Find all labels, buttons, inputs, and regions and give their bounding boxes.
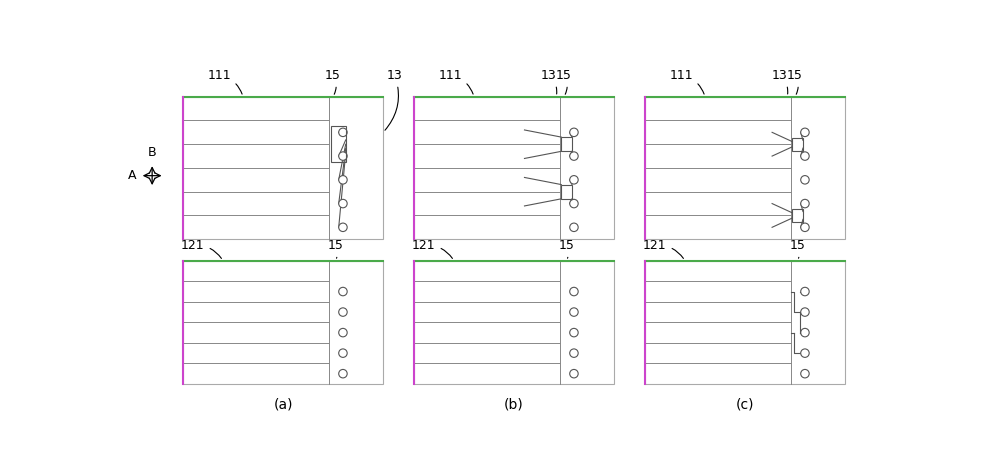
Text: 121: 121	[412, 239, 452, 259]
Text: (c): (c)	[736, 398, 754, 412]
Circle shape	[801, 199, 809, 208]
Circle shape	[339, 370, 347, 378]
Text: (b): (b)	[504, 398, 524, 412]
Circle shape	[570, 128, 578, 137]
Circle shape	[339, 128, 347, 137]
Bar	[414, 97, 614, 239]
Text: 15: 15	[325, 69, 341, 94]
Text: 111: 111	[207, 69, 242, 94]
Text: 15: 15	[558, 239, 574, 258]
Circle shape	[570, 199, 578, 208]
Bar	[645, 261, 845, 384]
Text: 13: 13	[385, 69, 403, 130]
Circle shape	[801, 288, 809, 296]
Circle shape	[339, 223, 347, 232]
Text: 15: 15	[789, 239, 805, 258]
Text: A: A	[127, 169, 136, 182]
Bar	[414, 261, 614, 384]
Bar	[183, 97, 383, 239]
Bar	[183, 261, 383, 384]
Bar	[792, 209, 803, 222]
Text: 111: 111	[438, 69, 473, 94]
Text: 111: 111	[669, 69, 704, 94]
Circle shape	[570, 349, 578, 357]
Circle shape	[570, 370, 578, 378]
Text: 13: 13	[541, 69, 557, 94]
Circle shape	[801, 223, 809, 232]
Circle shape	[570, 152, 578, 160]
Circle shape	[339, 288, 347, 296]
Circle shape	[339, 349, 347, 357]
Bar	[561, 185, 572, 199]
Circle shape	[801, 152, 809, 160]
Circle shape	[570, 308, 578, 316]
Bar	[792, 137, 803, 151]
Text: B: B	[148, 146, 156, 159]
Bar	[561, 137, 572, 151]
Circle shape	[801, 370, 809, 378]
Text: 121: 121	[181, 239, 221, 259]
Circle shape	[339, 176, 347, 184]
Text: 15: 15	[556, 69, 572, 94]
Text: (a): (a)	[273, 398, 293, 412]
Circle shape	[801, 349, 809, 357]
Text: 15: 15	[327, 239, 343, 258]
Circle shape	[570, 288, 578, 296]
Circle shape	[801, 176, 809, 184]
Circle shape	[570, 329, 578, 337]
Circle shape	[801, 329, 809, 337]
Circle shape	[570, 176, 578, 184]
Circle shape	[339, 199, 347, 208]
Circle shape	[339, 308, 347, 316]
Circle shape	[570, 223, 578, 232]
Circle shape	[339, 329, 347, 337]
Text: 121: 121	[643, 239, 683, 259]
Text: 15: 15	[787, 69, 803, 94]
Bar	[331, 126, 346, 162]
Circle shape	[801, 308, 809, 316]
Circle shape	[801, 128, 809, 137]
Bar	[645, 97, 845, 239]
Text: 13: 13	[772, 69, 788, 94]
Circle shape	[339, 152, 347, 160]
